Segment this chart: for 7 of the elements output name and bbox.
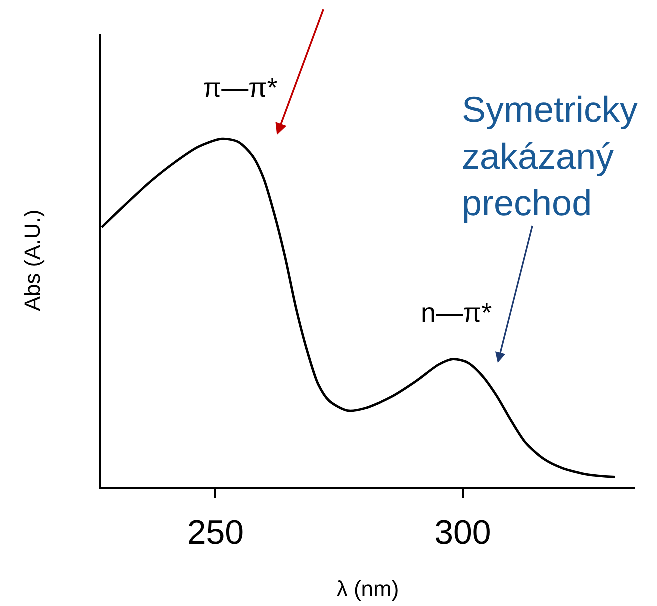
annotation: Symetricky zakázaný prechod (462, 89, 638, 224)
x-tick-label: 300 (434, 514, 492, 552)
y-axis-title: Abs (A.U.) (20, 210, 46, 312)
annotation: n—π* (421, 298, 493, 328)
annotation: π—π* (203, 73, 278, 103)
x-tick-label: 250 (187, 514, 244, 552)
x-axis-title: λ (nm) (336, 576, 400, 602)
